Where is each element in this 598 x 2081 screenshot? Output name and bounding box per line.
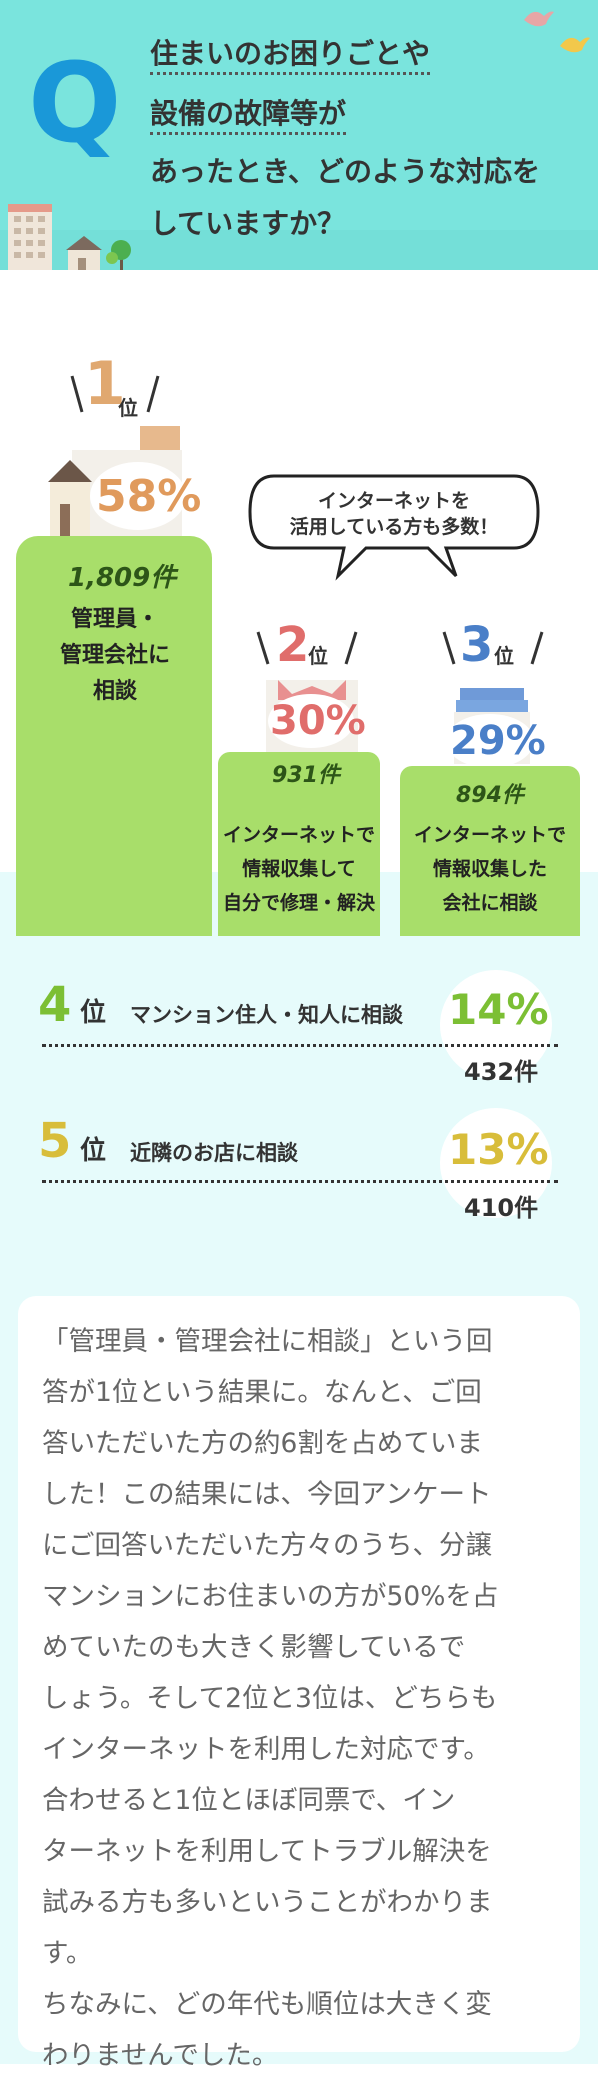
rank2-count: 931件 bbox=[272, 763, 340, 788]
rank2-percent: 30% bbox=[270, 698, 366, 744]
tree-icon bbox=[106, 240, 131, 270]
rank3-count: 894件 bbox=[456, 783, 524, 808]
house-icon bbox=[66, 236, 102, 270]
rank2-label-line2: 情報収集して bbox=[242, 858, 356, 880]
question-line-1: 住まいのお困りごとや bbox=[150, 34, 431, 75]
rank3-percent: 29% bbox=[450, 718, 546, 764]
rank1-mountain bbox=[16, 536, 212, 936]
rank5-count: 410件 bbox=[464, 1194, 539, 1222]
rank4-suffix: 位 bbox=[80, 998, 107, 1028]
rank3-label-line2: 情報収集した bbox=[432, 858, 547, 880]
rank4-divider bbox=[42, 1044, 558, 1047]
question-line-3: あったとき、どのような対応を bbox=[150, 155, 541, 188]
rank5-suffix: 位 bbox=[80, 1136, 107, 1166]
rank3-percent-bubble bbox=[446, 714, 534, 768]
comment-text: 「管理員・管理会社に相談」という回 答が1位という結果に。なんと、ご回 答いただ… bbox=[42, 1326, 499, 2071]
rank3-suffix: 位 bbox=[494, 644, 514, 668]
rank2-number: 2 bbox=[276, 617, 310, 673]
rank1-number: 1 bbox=[84, 349, 126, 419]
rank3-mountain bbox=[400, 766, 580, 936]
rank4-percent: 14% bbox=[448, 985, 549, 1034]
rank3-label-line3: 会社に相談 bbox=[442, 892, 538, 914]
rank1-label-line3: 相談 bbox=[92, 679, 137, 704]
bird-pink-icon bbox=[524, 11, 554, 27]
rank2-suffix: 位 bbox=[308, 644, 328, 668]
town-illustration bbox=[8, 204, 131, 270]
header-texture bbox=[0, 0, 598, 270]
rank4-label: マンション住人・知人に相談 bbox=[130, 1003, 403, 1027]
rank2-percent-bubble bbox=[268, 694, 354, 748]
rank5-percent-bubble bbox=[440, 1108, 552, 1218]
question-header: Q 住まいのお困りごとや 設備の故障等が あったとき、どのような対応を していま… bbox=[0, 0, 598, 270]
rank3-badge bbox=[442, 631, 544, 665]
rank3-number: 3 bbox=[460, 617, 494, 673]
rank1-count: 1,809件 bbox=[68, 563, 177, 593]
rank2-mountain bbox=[218, 752, 380, 936]
rank4-percent-bubble bbox=[440, 970, 552, 1080]
rank2-badge bbox=[256, 631, 358, 665]
rank1-suffix: 位 bbox=[118, 396, 138, 420]
rank1-badge bbox=[70, 375, 160, 413]
rank1-percent-bubble bbox=[90, 462, 186, 530]
comment-box bbox=[18, 1296, 580, 2052]
rank4-count: 432件 bbox=[464, 1058, 539, 1086]
rank2-label-line3: 自分で修理・解決 bbox=[222, 892, 375, 914]
question-line-2: 設備の故障等が bbox=[150, 94, 347, 135]
speech-bubble bbox=[248, 474, 540, 581]
building-icon bbox=[8, 204, 52, 270]
rank4-number: 4 bbox=[38, 977, 72, 1033]
rank5-number: 5 bbox=[38, 1113, 72, 1169]
bubble-line1: インターネットを bbox=[317, 490, 470, 512]
rank5-label: 近隣のお店に相談 bbox=[130, 1141, 298, 1165]
rank3-label-line1: インターネットで bbox=[413, 824, 566, 846]
bubble-line2: 活用している方も多数！ bbox=[289, 516, 499, 538]
q-letter: Q bbox=[28, 39, 122, 167]
rank1-label-line2: 管理会社に bbox=[59, 643, 170, 668]
bird-yellow-icon bbox=[560, 37, 590, 53]
rank1-label-line1: 管理員・ bbox=[70, 607, 159, 632]
rank2-label-line1: インターネットで bbox=[222, 824, 375, 846]
rank1-percent: 58% bbox=[96, 471, 202, 522]
rank5-divider bbox=[42, 1180, 558, 1183]
question-line-4: していますか？ bbox=[150, 207, 346, 240]
rank5-percent: 13% bbox=[448, 1125, 549, 1174]
